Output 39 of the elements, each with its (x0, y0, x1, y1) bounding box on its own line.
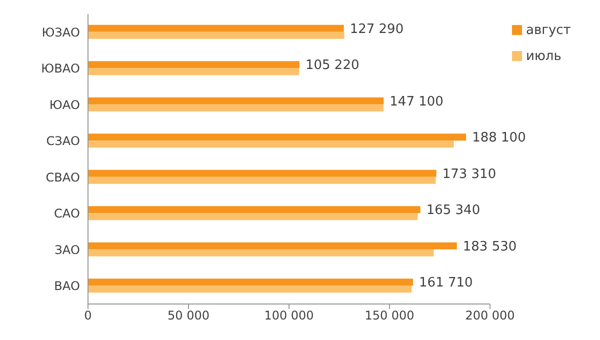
bar (88, 140, 454, 148)
bar (88, 104, 384, 112)
y-tick-label: СВАО (46, 170, 80, 184)
bar (88, 68, 300, 76)
y-tick-label: ЮАО (49, 98, 80, 112)
y-tick-label: ЮВАО (41, 62, 80, 76)
data-label: 147 100 (390, 94, 444, 110)
y-tick-label: ЗАО (54, 242, 80, 257)
legend-label: июль (526, 49, 562, 64)
bar (88, 24, 344, 32)
data-label: 183 530 (462, 239, 517, 254)
bar (88, 32, 344, 39)
x-tick-label: 200 000 (465, 308, 515, 323)
x-tick-label: 0 (84, 308, 92, 323)
bar (88, 286, 412, 293)
bar (88, 134, 466, 141)
data-label: 188 100 (472, 130, 526, 146)
y-tick-label: ЮЗАО (42, 25, 80, 40)
bar (88, 278, 414, 286)
y-tick-label: ВАО (54, 279, 80, 294)
data-label: 173 310 (442, 166, 496, 182)
x-tick-label: 150 000 (364, 308, 414, 323)
bar (88, 97, 384, 104)
y-tick-label: САО (54, 206, 80, 221)
bar (88, 206, 420, 214)
bar (88, 61, 300, 68)
x-tick-label: 100 000 (264, 308, 314, 323)
bar (88, 176, 436, 184)
bar (88, 213, 418, 220)
data-label: 105 220 (305, 58, 360, 74)
data-label: 161 710 (419, 276, 473, 291)
data-label: 165 340 (426, 203, 480, 218)
bar (88, 170, 436, 177)
x-tick-label: 50 000 (168, 308, 210, 323)
data-label: 127 290 (350, 22, 404, 37)
bar (88, 249, 434, 256)
legend-label: август (526, 23, 571, 38)
y-tick-label: СЗАО (46, 134, 80, 148)
bar (88, 242, 457, 250)
